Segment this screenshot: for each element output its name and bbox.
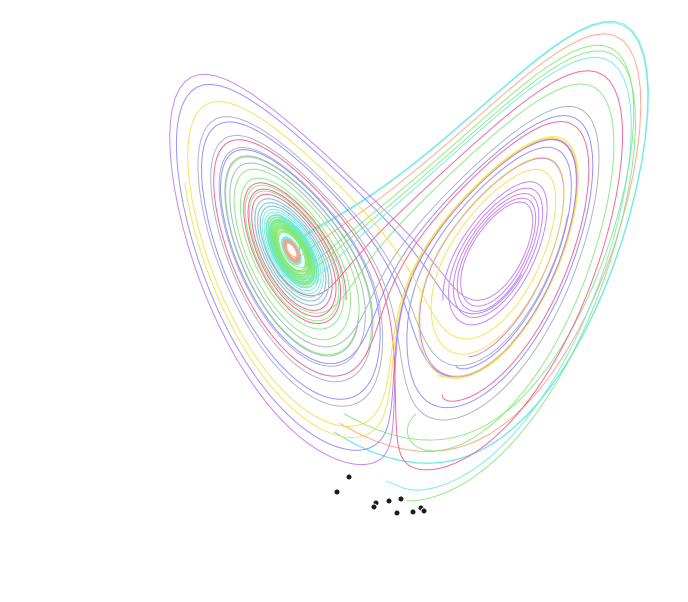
trajectory-curve <box>184 101 579 438</box>
endpoint-marker <box>393 509 401 517</box>
endpoint-marker <box>370 503 378 511</box>
trajectory-curve <box>266 50 636 502</box>
endpoint-marker <box>397 495 405 503</box>
endpoint-marker <box>409 508 417 516</box>
endpoint-marker <box>345 473 353 481</box>
trajectory-curve <box>213 70 623 471</box>
trajectory-endpoints <box>333 473 428 517</box>
trajectory-curve <box>197 105 600 421</box>
trajectory-curve <box>254 56 632 491</box>
endpoint-marker <box>385 497 393 505</box>
endpoint-marker <box>333 488 341 496</box>
trajectory-curve <box>283 33 642 452</box>
trajectory-curve <box>225 83 615 452</box>
endpoint-marker <box>420 507 428 515</box>
trajectory-curve <box>169 73 577 466</box>
trajectory-curves <box>169 20 649 502</box>
trajectory-curve <box>175 83 594 451</box>
